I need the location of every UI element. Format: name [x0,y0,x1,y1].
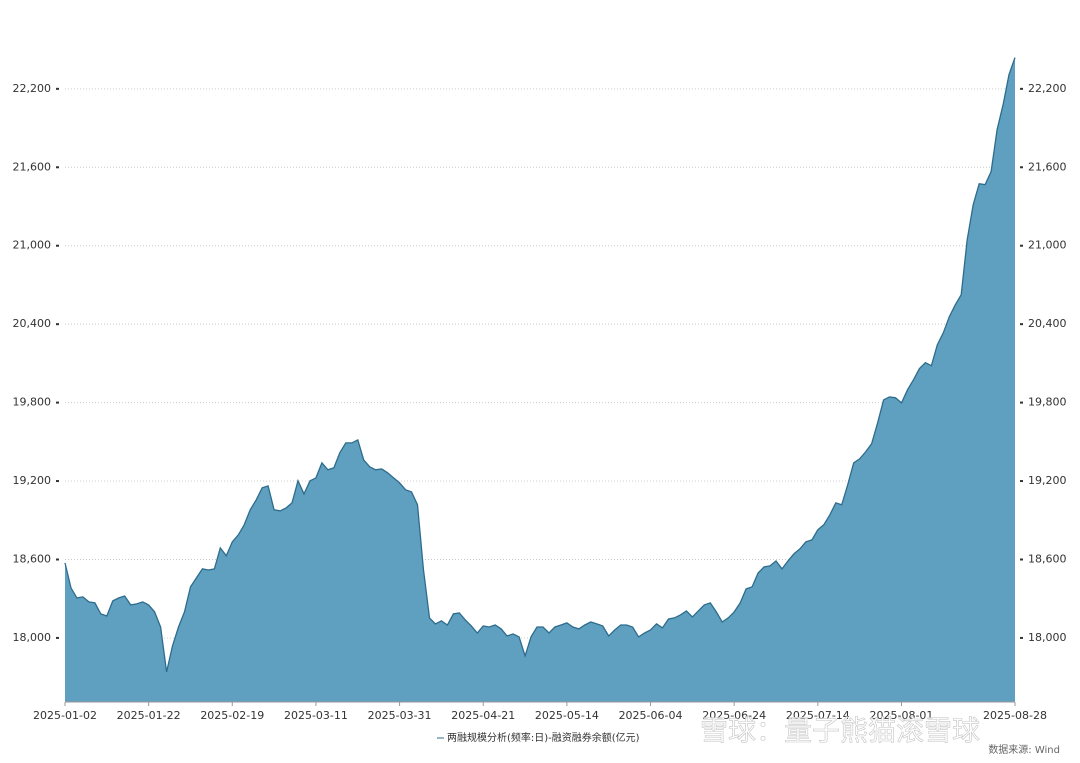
legend-label: 两融规模分析(频率:日)-融资融券余额(亿元) [447,731,640,744]
y2-tick-label: 19,200 [1028,474,1067,487]
y-tick-label: 22,200 [13,82,52,95]
source: 数据来源: Wind [988,743,1060,756]
y2-tick-label: 18,600 [1028,552,1067,565]
y-tick-label: 20,400 [13,317,52,330]
y-tick-label: 21,600 [13,160,52,173]
y2-tick-label: 19,800 [1028,396,1067,409]
y-tick-label: 19,800 [13,396,52,409]
x-tick-label: 2025-08-28 [983,709,1047,722]
y2-tick-label: 18,000 [1028,631,1067,644]
x-tick-label: 2025-04-21 [451,709,515,722]
y2-tick-label: 20,400 [1028,317,1067,330]
x-tick-label: 2025-06-24 [702,709,766,722]
x-tick-label: 2025-05-14 [535,709,599,722]
y-tick-label: 21,000 [13,239,52,252]
x-tick-label: 2025-01-02 [33,709,97,722]
y-tick-label: 18,000 [13,631,52,644]
x-tick-label: 2025-08-01 [870,709,934,722]
x-tick-label: 2025-03-11 [284,709,348,722]
y2-tick-label: 22,200 [1028,82,1067,95]
y-tick-label: 18,600 [13,552,52,565]
x-tick-label: 2025-01-22 [117,709,181,722]
x-tick-label: 2025-06-04 [619,709,683,722]
x-tick-label: 2025-03-31 [368,709,432,722]
y-tick-label: 19,200 [13,474,52,487]
area [65,57,1015,703]
x-tick-label: 2025-02-19 [200,709,264,722]
x-tick-label: 2025-07-14 [786,709,850,722]
y2-tick-label: 21,600 [1028,160,1067,173]
y2-tick-label: 21,000 [1028,239,1067,252]
area-line [64,57,1016,673]
watermark: 雪球：量子熊猫滚雪球 [700,714,980,747]
